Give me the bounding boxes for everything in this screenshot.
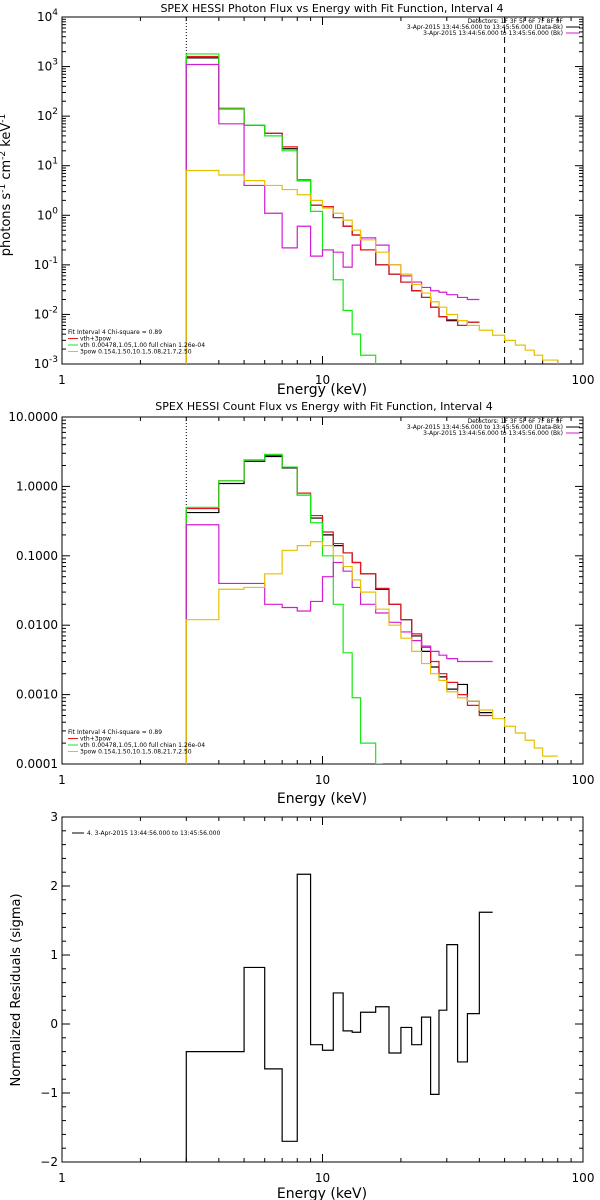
count-flux-title: SPEX HESSI Count Flux vs Energy with Fit…: [155, 400, 492, 413]
count-flux-series-4: [185, 541, 558, 764]
photon-flux-y-tick-label: 103: [37, 58, 58, 74]
residuals-ylabel: Normalized Residuals (sigma): [9, 893, 24, 1086]
residuals-x-tick-label: 10: [315, 1171, 330, 1185]
count-flux-y-tick-label: 0.0010: [16, 688, 58, 702]
count-flux-y-tick-label: 1.0000: [16, 479, 58, 493]
photon-flux-x-tick-label: 1: [58, 373, 66, 387]
count-flux-legend-top-text: 3-Apr-2015 13:44:56.000 to 13:45:56.000 …: [423, 430, 563, 437]
residuals-y-tick-label: 1: [50, 948, 58, 962]
residuals-y-tick-label: −1: [40, 1086, 58, 1100]
photon-flux-legend-top-text: 3-Apr-2015 13:44:56.000 to 13:45:56.000 …: [407, 24, 563, 31]
residuals-plot-frame: [61, 816, 584, 1163]
residuals-panel: Energy (keV) Normalized Residuals (sigma…: [9, 810, 594, 1200]
photon-flux-series-4: [185, 169, 559, 364]
photon-flux-title: SPEX HESSI Photon Flux vs Energy with Fi…: [160, 2, 503, 15]
photon-flux-y-tick-label: 10-1: [34, 256, 58, 272]
residuals-x-tick-label: 1: [58, 1171, 66, 1185]
photon-flux-series-2: [185, 53, 377, 364]
count-flux-legend-bottom-text: Fit Interval 4 Chi-square = 0.89: [68, 729, 162, 736]
count-flux-legend-bottom-text: vth+3pow: [80, 736, 111, 743]
count-flux-legend-top-text: 3-Apr-2015 13:44:56.000 to 13:45:56.000 …: [407, 424, 563, 431]
count-flux-y-tick-label: 0.1000: [16, 549, 58, 563]
count-flux-panel: SPEX HESSI Count Flux vs Energy with Fit…: [8, 400, 594, 807]
photon-flux-legend-bottom-text: 3pow 0.154,1.50,10.1,5.08,21.7,2.50: [80, 349, 192, 356]
photon-flux-series-3: [185, 63, 480, 364]
photon-flux-legend-bottom-text: Fit Interval 4 Chi-square = 0.89: [68, 329, 162, 336]
count-flux-x-tick-label: 1: [58, 773, 66, 787]
photon-flux-x-tick-label: 100: [572, 373, 595, 387]
photon-flux-panel: SPEX HESSI Photon Flux vs Energy with Fi…: [0, 2, 594, 398]
count-flux-legend-bottom-text: 3pow 0.154,1.50,10.1,5.08,21.7,2.50: [80, 749, 192, 756]
count-flux-y-tick-label: 0.0001: [16, 757, 58, 771]
residuals-y-tick-label: −2: [40, 1155, 58, 1169]
photon-flux-legend-top-text: Detectors: 1F 3F 5F 6F 7F 8F 9F: [467, 18, 563, 25]
residuals-y-tick-label: 2: [50, 879, 58, 893]
photon-flux-y-tick-label: 100: [37, 206, 58, 222]
residuals-legend-text: 4. 3-Apr-2015 13:44:56.000 to 13:45:56.0…: [87, 830, 220, 837]
photon-flux-xlabel: Energy (keV): [277, 382, 367, 398]
photon-flux-legend-bottom-text: vth 0.00478,1.05,1.00 full chian 1.26e-0…: [80, 342, 205, 349]
photon-flux-y-tick-label: 102: [37, 107, 58, 123]
photon-flux-y-tick-label: 10-3: [34, 355, 58, 371]
residuals-y-tick-label: 3: [50, 810, 58, 824]
residuals-xlabel: Energy (keV): [277, 1186, 367, 1200]
residuals-y-tick-label: 0: [50, 1017, 58, 1031]
count-flux-x-tick-label: 10: [315, 773, 330, 787]
photon-flux-legend-bottom-text: vth+3pow: [80, 336, 111, 343]
count-flux-legend-top-text: Detectors: 1F 3F 5F 6F 7F 8F 9F: [467, 418, 563, 425]
count-flux-legend-bottom-text: vth 0.00478,1.05,1.00 full chian 1.26e-0…: [80, 742, 205, 749]
photon-flux-ylabel: photons s-1 cm-2 keV-1: [0, 114, 14, 256]
residuals-x-tick-label: 100: [572, 1171, 595, 1185]
residuals-series-0: [185, 873, 493, 1162]
photon-flux-y-tick-label: 104: [37, 8, 58, 24]
photon-flux-legend-top-text: 3-Apr-2015 13:44:56.000 to 13:45:56.000 …: [423, 30, 563, 37]
count-flux-series-2: [185, 453, 383, 764]
count-flux-series-3: [185, 524, 493, 764]
photon-flux-x-tick-label: 10: [315, 373, 330, 387]
count-flux-y-tick-label: 0.0100: [16, 618, 58, 632]
count-flux-y-tick-label: 10.0000: [8, 410, 58, 424]
photon-flux-y-tick-label: 101: [37, 157, 58, 173]
count-flux-xlabel: Energy (keV): [277, 791, 367, 807]
photon-flux-y-tick-label: 10-2: [34, 305, 58, 321]
count-flux-x-tick-label: 100: [572, 773, 595, 787]
count-flux-series-1: [185, 454, 493, 764]
count-flux-series-0: [185, 455, 493, 764]
